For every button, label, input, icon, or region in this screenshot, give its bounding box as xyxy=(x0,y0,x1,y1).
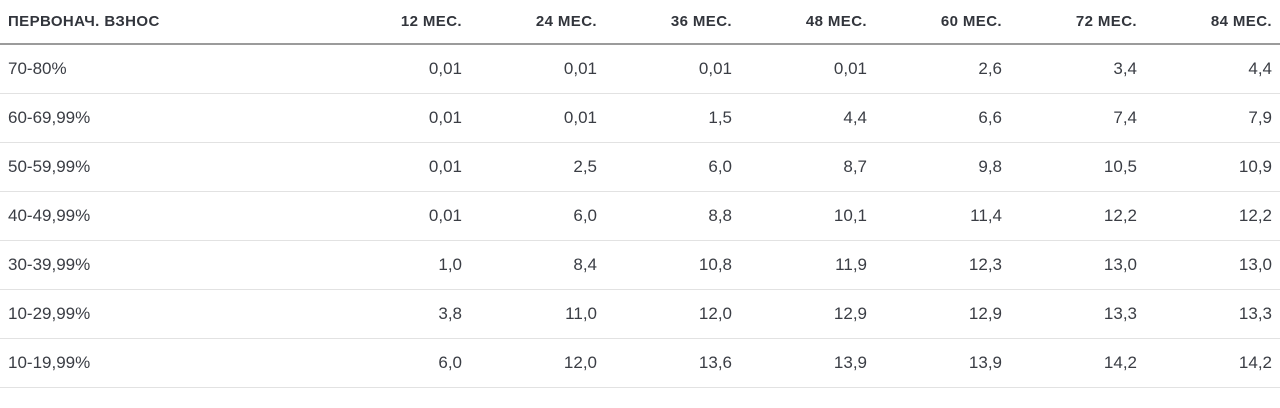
rate-cell: 14,2 xyxy=(1137,338,1280,388)
column-header-term: 36 МЕС. xyxy=(597,0,732,45)
rate-cell: 2,5 xyxy=(462,142,597,192)
rate-cell: 0,01 xyxy=(597,44,732,94)
table-row: 40-49,99% 0,01 6,0 8,8 10,1 11,4 12,2 12,2 xyxy=(0,191,1280,241)
rate-cell: 0,01 xyxy=(462,44,597,94)
table-row: 70-80% 0,01 0,01 0,01 0,01 2,6 3,4 4,4 xyxy=(0,44,1280,94)
rate-cell: 6,0 xyxy=(327,338,462,388)
rate-cell: 0,01 xyxy=(732,44,867,94)
rate-cell: 10,9 xyxy=(1137,142,1280,192)
rate-cell: 6,0 xyxy=(597,142,732,192)
row-label: 10-29,99% xyxy=(0,289,327,339)
rate-cell: 14,2 xyxy=(1002,338,1137,388)
row-label: 60-69,99% xyxy=(0,93,327,143)
rate-cell: 13,3 xyxy=(1002,289,1137,339)
column-header-term: 24 МЕС. xyxy=(462,0,597,45)
row-label: 70-80% xyxy=(0,44,327,94)
rate-cell: 0,01 xyxy=(327,93,462,143)
table-header: ПЕРВОНАЧ. ВЗНОС 12 МЕС. 24 МЕС. 36 МЕС. 48 М… xyxy=(0,0,1280,45)
rate-cell: 13,0 xyxy=(1137,240,1280,290)
rate-cell: 0,01 xyxy=(327,191,462,241)
rate-cell: 12,3 xyxy=(867,240,1002,290)
rate-cell: 10,5 xyxy=(1002,142,1137,192)
rate-cell: 9,8 xyxy=(867,142,1002,192)
rate-cell: 4,4 xyxy=(1137,44,1280,94)
rate-cell: 7,9 xyxy=(1137,93,1280,143)
column-header-term: 12 МЕС. xyxy=(327,0,462,45)
rate-cell: 1,0 xyxy=(327,240,462,290)
column-header-term: 84 МЕС. xyxy=(1137,0,1280,45)
row-label: 40-49,99% xyxy=(0,191,327,241)
rate-cell: 3,8 xyxy=(327,289,462,339)
rate-cell: 13,9 xyxy=(867,338,1002,388)
rate-cell: 11,0 xyxy=(462,289,597,339)
header-row: ПЕРВОНАЧ. ВЗНОС 12 МЕС. 24 МЕС. 36 МЕС. 48 М… xyxy=(0,0,1280,45)
table-body: 70-80% 0,01 0,01 0,01 0,01 2,6 3,4 4,4 60-69,99%… xyxy=(0,44,1280,388)
rate-cell: 6,0 xyxy=(462,191,597,241)
rate-cell: 12,9 xyxy=(732,289,867,339)
rate-cell: 11,4 xyxy=(867,191,1002,241)
rate-cell: 8,4 xyxy=(462,240,597,290)
row-label: 50-59,99% xyxy=(0,142,327,192)
rate-cell: 12,2 xyxy=(1137,191,1280,241)
rate-cell: 13,6 xyxy=(597,338,732,388)
rate-cell: 13,9 xyxy=(732,338,867,388)
rate-cell: 2,6 xyxy=(867,44,1002,94)
table-row: 50-59,99% 0,01 2,5 6,0 8,7 9,8 10,5 10,9 xyxy=(0,142,1280,192)
column-header-term: 60 МЕС. xyxy=(867,0,1002,45)
rate-cell: 10,8 xyxy=(597,240,732,290)
table-row: 30-39,99% 1,0 8,4 10,8 11,9 12,3 13,0 13,0 xyxy=(0,240,1280,290)
rate-cell: 0,01 xyxy=(327,142,462,192)
rate-cell: 8,8 xyxy=(597,191,732,241)
row-label: 30-39,99% xyxy=(0,240,327,290)
rate-cell: 0,01 xyxy=(327,44,462,94)
rate-cell: 10,1 xyxy=(732,191,867,241)
column-header-term: 48 МЕС. xyxy=(732,0,867,45)
rates-table: ПЕРВОНАЧ. ВЗНОС 12 МЕС. 24 МЕС. 36 МЕС. 48 М… xyxy=(0,0,1280,388)
rate-cell: 6,6 xyxy=(867,93,1002,143)
rate-cell: 1,5 xyxy=(597,93,732,143)
rate-cell: 13,3 xyxy=(1137,289,1280,339)
rate-cell: 12,9 xyxy=(867,289,1002,339)
table-row: 10-19,99% 6,0 12,0 13,6 13,9 13,9 14,2 14,2 xyxy=(0,338,1280,388)
rate-cell: 12,0 xyxy=(597,289,732,339)
column-header-initial-payment: ПЕРВОНАЧ. ВЗНОС xyxy=(0,0,327,45)
column-header-term: 72 МЕС. xyxy=(1002,0,1137,45)
rate-cell: 12,2 xyxy=(1002,191,1137,241)
row-label: 10-19,99% xyxy=(0,338,327,388)
table-row: 10-29,99% 3,8 11,0 12,0 12,9 12,9 13,3 13,3 xyxy=(0,289,1280,339)
rate-cell: 12,0 xyxy=(462,338,597,388)
table-row: 60-69,99% 0,01 0,01 1,5 4,4 6,6 7,4 7,9 xyxy=(0,93,1280,143)
rate-cell: 7,4 xyxy=(1002,93,1137,143)
rate-cell: 0,01 xyxy=(462,93,597,143)
rate-cell: 3,4 xyxy=(1002,44,1137,94)
rate-cell: 8,7 xyxy=(732,142,867,192)
rate-cell: 4,4 xyxy=(732,93,867,143)
rate-cell: 13,0 xyxy=(1002,240,1137,290)
rate-cell: 11,9 xyxy=(732,240,867,290)
